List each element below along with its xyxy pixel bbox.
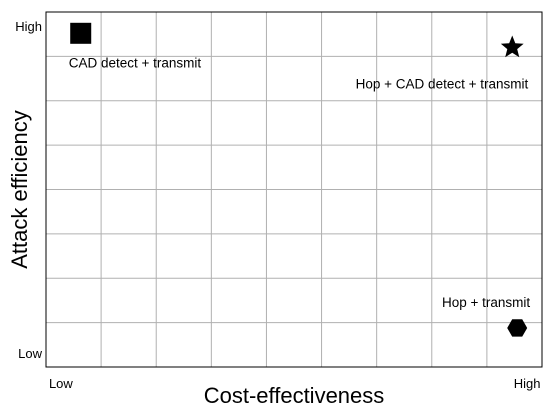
x-axis-title: Cost-effectiveness xyxy=(204,383,385,408)
y-tick-label: High xyxy=(15,19,42,34)
y-tick-label: Low xyxy=(18,346,42,361)
axis-ticks: Low High Low High xyxy=(15,19,540,391)
star-marker xyxy=(500,35,524,58)
data-point-label: CAD detect + transmit xyxy=(69,55,202,70)
grid-lines xyxy=(46,12,542,367)
data-point-label: Hop + transmit xyxy=(442,295,530,310)
hexagon-marker xyxy=(507,319,528,337)
y-axis-title: Attack efficiency xyxy=(7,110,32,269)
x-tick-label: High xyxy=(514,376,541,391)
data-points: CAD detect + transmit Hop + CAD detect + … xyxy=(69,22,530,337)
x-tick-label: Low xyxy=(49,376,73,391)
plot-frame xyxy=(45,11,543,368)
data-point-label: Hop + CAD detect + transmit xyxy=(356,77,529,92)
square-marker xyxy=(70,22,92,44)
